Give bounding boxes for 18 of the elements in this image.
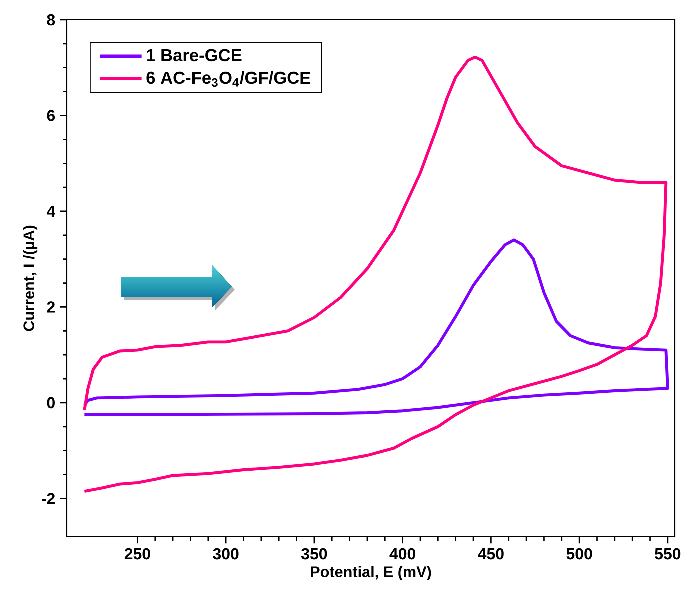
y-tick-label: -2 <box>42 493 55 504</box>
x-tick-label: 250 <box>124 548 150 560</box>
y-tick-label: 8 <box>47 14 56 26</box>
x-tick-label: 400 <box>390 548 416 560</box>
line-series <box>83 238 670 416</box>
x-tick-label: 500 <box>566 548 592 560</box>
y-tick-label: 0 <box>47 397 55 409</box>
x-tick-label: 450 <box>478 548 504 560</box>
y-tick-label: 2 <box>47 302 55 313</box>
y-tick-label: 6 <box>47 110 56 122</box>
x-axis-title: Potential, E (mV) <box>311 566 432 581</box>
legend-label: 1 Bare-GCE <box>147 49 242 62</box>
x-tick-label: 300 <box>213 548 239 560</box>
x-tick-label: 550 <box>655 548 681 560</box>
y-axis-title: Current, I /(µA) <box>23 226 38 332</box>
y-tick-label: 4 <box>46 206 56 217</box>
legend-label: 6 AC-Fe$_{3}$O$_{4}$/GF/GCE <box>146 71 311 88</box>
x-tick-label: 350 <box>301 548 328 560</box>
